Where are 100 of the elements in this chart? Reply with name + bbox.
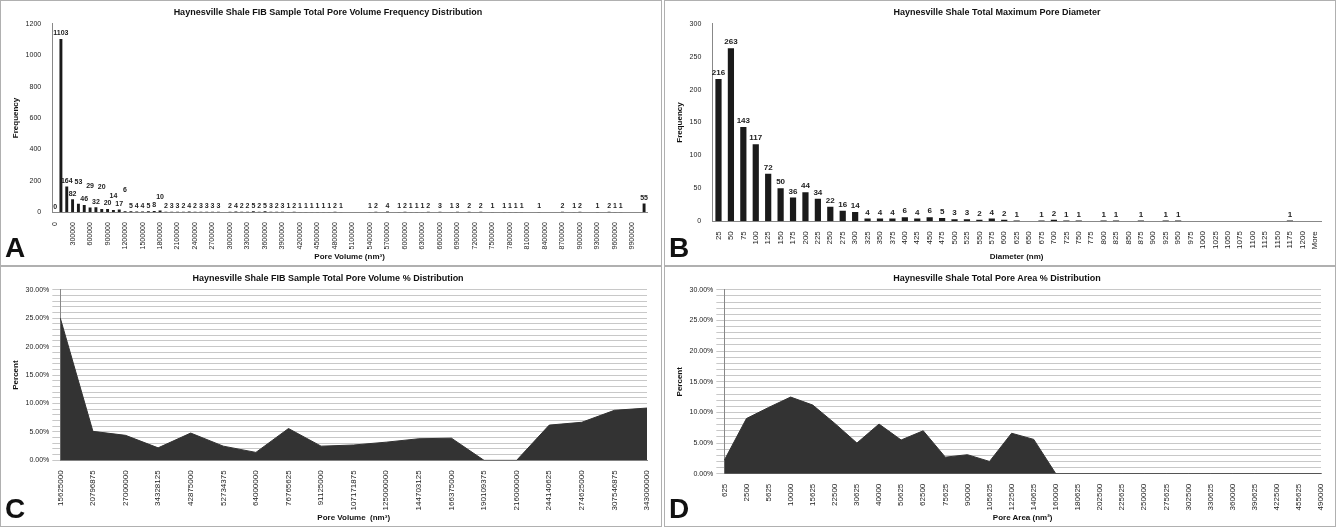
bar — [65, 186, 69, 213]
x-tick-label: 52734375 — [218, 469, 228, 506]
x-tick-label: 125 — [763, 230, 773, 245]
x-tick-label: 1200 — [1297, 230, 1307, 249]
x-tick-label: 850 — [1123, 230, 1133, 245]
x-tick-label: 700 — [1049, 230, 1059, 245]
y-axis-title: Frequency — [675, 101, 684, 143]
x-tick-label: 75625 — [940, 483, 950, 506]
x-tick-label: 150 — [775, 230, 785, 245]
bar — [715, 79, 722, 222]
x-tick-label: 140625 — [1028, 483, 1038, 511]
x-tick-label: 625 — [1011, 230, 1021, 245]
x-tick-label: 490000 — [1316, 483, 1326, 511]
x-tick-label: 15625000 — [55, 469, 65, 506]
data-label: 1 — [1175, 209, 1181, 219]
bar — [59, 39, 63, 213]
bar — [82, 204, 86, 213]
x-tick-label: 475 — [937, 230, 947, 245]
bar — [777, 188, 784, 222]
data-label: 3 — [964, 208, 970, 218]
x-tick-label: 190109375 — [479, 469, 489, 511]
data-label: 14 — [850, 201, 861, 211]
x-tick-label: 600 — [999, 230, 1009, 245]
text: B — [669, 231, 690, 263]
x-tick-label: 1100 — [1247, 230, 1257, 249]
x-tick-label: 1150 — [1272, 230, 1282, 249]
x-axis-title: Pore Volume (nm³) — [314, 252, 386, 262]
x-tick-label: 20796875 — [88, 469, 98, 506]
x-tick-label: 455625 — [1294, 483, 1304, 511]
x-tick-label: 50 — [726, 230, 736, 241]
x-axis-title: Pore Volume (nm³) — [317, 513, 391, 523]
data-label: 1 — [1287, 209, 1293, 219]
bar — [94, 207, 98, 213]
chart-title: Haynesville Shale FIB Sample Total Pore Volume % Distribution — [192, 272, 464, 283]
x-tick-label: 422500 — [1272, 483, 1282, 511]
data-label: 5 — [939, 207, 945, 217]
x-tick-label: 10000 — [785, 483, 795, 506]
x-tick-label: 307546875 — [609, 469, 619, 511]
bar — [939, 217, 946, 222]
x-tick-label: 375 — [887, 230, 897, 245]
x-tick-label: 125000000 — [381, 469, 391, 511]
data-label: 34 — [813, 188, 823, 198]
text: C — [5, 492, 26, 524]
x-tick-label: 343000000 — [642, 469, 652, 511]
x-axis-title: Pore Area (nm²) — [992, 513, 1053, 523]
data-label: 117 — [749, 133, 763, 143]
x-tick-label: 122500 — [1006, 483, 1016, 511]
x-tick-label: 302500 — [1183, 483, 1193, 511]
x-tick-label: 800 — [1098, 230, 1108, 245]
x-tick-label: 22500 — [830, 483, 840, 506]
x-tick-label: 275625 — [1161, 483, 1171, 511]
x-tick-label: 725 — [1061, 230, 1071, 245]
bar — [901, 217, 908, 222]
x-tick-label: 750 — [1073, 230, 1083, 245]
data-label: 1 — [1039, 209, 1045, 219]
data-label: 6 — [927, 206, 933, 216]
x-tick-label: More — [1309, 230, 1319, 250]
data-label: 4 — [989, 207, 995, 217]
bar — [100, 209, 104, 213]
data-label: 1 — [1101, 209, 1107, 219]
data-label: 263 — [724, 37, 739, 47]
x-tick-label: 390625 — [1249, 483, 1259, 511]
bar — [642, 203, 646, 213]
x-tick-label: 275 — [837, 230, 847, 245]
x-tick-label: 950 — [1173, 230, 1183, 245]
data-label: 6 — [902, 206, 908, 216]
data-label: 1 — [1163, 209, 1169, 219]
x-tick-label: 15625 — [807, 483, 817, 506]
x-tick-label: 325 — [862, 230, 872, 245]
bar — [106, 209, 110, 213]
bar — [814, 198, 821, 222]
x-tick-label: 244140625 — [544, 469, 554, 511]
bar — [740, 127, 747, 222]
x-tick-label: 50625 — [896, 483, 906, 506]
x-tick-label: 30625 — [852, 483, 862, 506]
data-label: 4 — [877, 207, 883, 217]
x-tick-label: 202500 — [1095, 483, 1105, 511]
x-tick-label: 166375000 — [446, 469, 456, 511]
bar — [765, 173, 772, 222]
bar — [852, 211, 859, 222]
x-tick-label: 200 — [800, 230, 810, 245]
x-tick-label: 25 — [713, 230, 723, 241]
y-axis-title: Frequency — [11, 97, 20, 139]
x-tick-label: 40000 — [874, 483, 884, 506]
data-label: 1 — [1064, 209, 1070, 219]
x-tick-label: 625 — [719, 483, 729, 498]
data-label: 216 — [711, 68, 726, 78]
x-tick-label: 650 — [1024, 230, 1034, 245]
x-tick-label: 525 — [962, 230, 972, 245]
x-tick-label: 225625 — [1117, 483, 1127, 511]
x-tick-label: 5625 — [763, 483, 773, 502]
bar — [111, 209, 115, 213]
x-tick-label: 675 — [1036, 230, 1046, 245]
x-tick-label: 62500 — [918, 483, 928, 506]
x-tick-label: 300 — [850, 230, 860, 245]
x-tick-label: 250000 — [1139, 483, 1149, 511]
x-tick-label: 144703125 — [414, 469, 424, 511]
data-label: 22 — [825, 195, 836, 205]
x-tick-label: 425 — [912, 230, 922, 245]
x-tick-label: 550 — [974, 230, 984, 245]
